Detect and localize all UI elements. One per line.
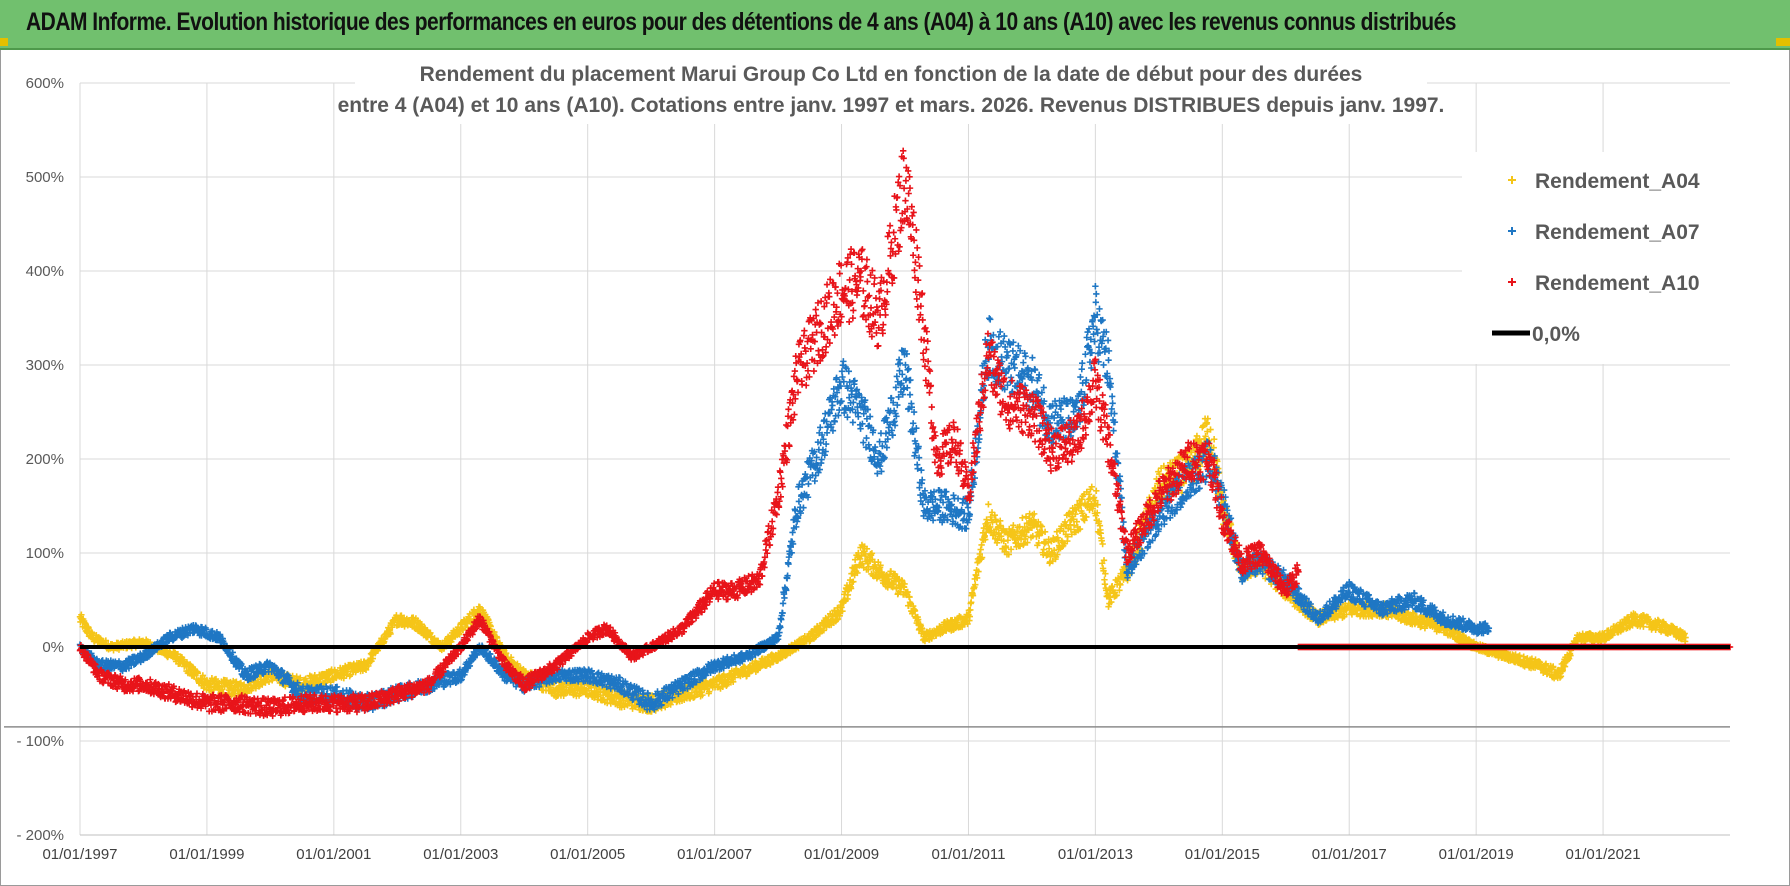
- data-point: [1040, 546, 1047, 553]
- data-point: [387, 630, 394, 638]
- data-point: [1210, 436, 1218, 443]
- data-point: [297, 674, 304, 682]
- banner-title: ADAM Informe. Evolution historique des p…: [26, 8, 1456, 36]
- series-rendement-a04: [76, 415, 1689, 715]
- chart-area: 600%500%400%300%200%100%0%- 100%- 200% 0…: [4, 58, 1734, 863]
- data-point: [1019, 514, 1026, 521]
- data-point: [487, 623, 494, 630]
- banner-corner-right: [1776, 38, 1790, 46]
- data-points: [76, 147, 1734, 720]
- data-point: [228, 682, 236, 689]
- data-point: [493, 634, 501, 642]
- data-point: [414, 617, 421, 624]
- data-point: [1099, 540, 1106, 548]
- data-point: [431, 635, 438, 642]
- data-point: [389, 623, 396, 631]
- banner: ADAM Informe. Evolution historique des p…: [0, 0, 1790, 50]
- data-point: [1093, 487, 1100, 494]
- data-point: [199, 672, 207, 679]
- data-point: [302, 675, 309, 682]
- data-point: [85, 624, 92, 632]
- data-point: [82, 620, 89, 627]
- data-point: [369, 655, 377, 662]
- banner-corner-left: [0, 38, 8, 46]
- data-point: [194, 669, 202, 677]
- data-point: [418, 621, 425, 628]
- data-point: [977, 546, 984, 553]
- data-point: [464, 624, 471, 631]
- data-point: [1101, 581, 1109, 588]
- data-point: [985, 501, 992, 508]
